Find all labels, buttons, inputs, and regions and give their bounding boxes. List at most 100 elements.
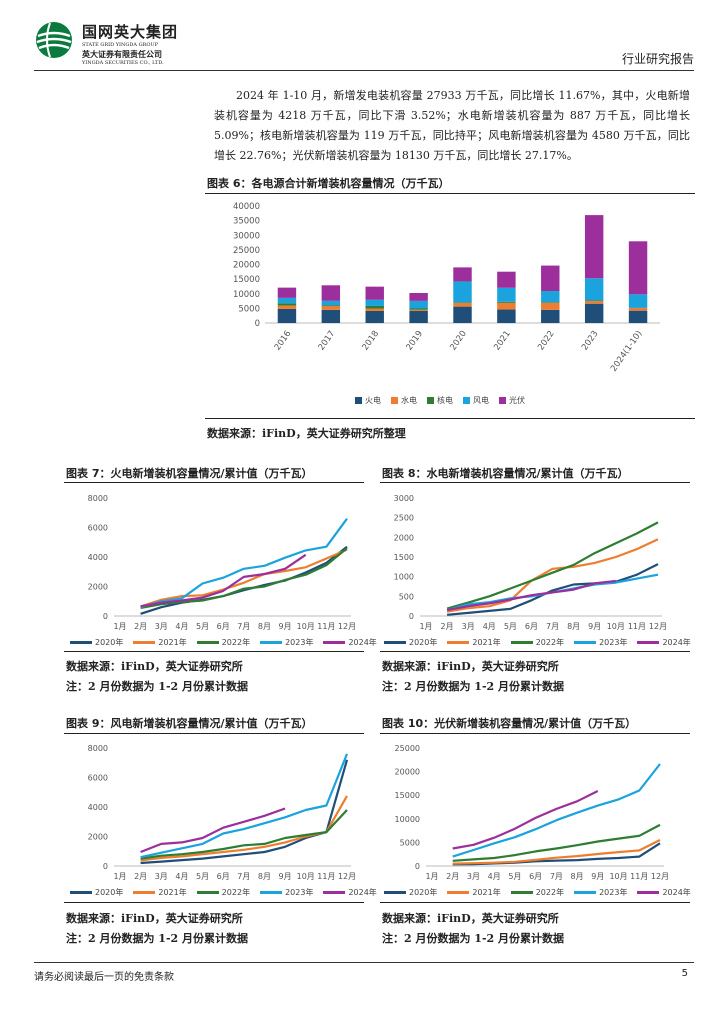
fig7-legend-item: 2023年: [260, 637, 313, 648]
fig6-bar-2021-水电: [497, 302, 516, 310]
fig6-bar-2022-光伏: [541, 265, 560, 292]
fig6-bottom-rule: [205, 418, 695, 419]
fig10-legend: 2020年 2021年 2022年 2023年 2024年: [384, 887, 701, 898]
fig8-legend-item: 2022年: [510, 637, 564, 648]
fig10-xtick: 2月: [446, 872, 459, 881]
fig8-xtick: 4月: [483, 622, 496, 631]
fig7-legend-item: 2024年: [323, 637, 377, 648]
fig9-xtick: 12月: [338, 872, 356, 881]
fig7-line-2024年: [140, 553, 307, 608]
subsidiary-name-en: YINGDA SECURITIES CO., LTD.: [82, 60, 164, 66]
fig6-ytick: 40000: [233, 202, 260, 212]
fig7-ytick: 2000: [88, 583, 108, 592]
fig6-xtick: 2017: [317, 329, 338, 352]
fig9-ytick: 6000: [88, 774, 108, 783]
fig7-line-2021年: [140, 548, 348, 608]
fig6-xtick: 2020: [448, 329, 469, 352]
fig7-ytick: 0: [103, 612, 108, 621]
fig9-line-2024年: [140, 807, 286, 854]
fig10-xtick: 11月: [630, 872, 648, 881]
fig9-legend-item: 2023年: [260, 887, 313, 898]
fig8-ytick: 1000: [394, 573, 414, 582]
fig7-bottom-rule: [64, 651, 364, 652]
fig7-xtick: 10月: [297, 622, 315, 631]
fig6-bar-2022-风电: [541, 291, 560, 303]
fig6-bar-2021-风电: [497, 287, 516, 302]
body-paragraph: 2024 年 1-10 月，新增发电装机容量 27933 万千瓦，同比增长 11…: [214, 89, 690, 162]
fig6-bar-2023-风电: [584, 278, 604, 301]
fig9-xtick: 5月: [196, 872, 209, 881]
fig7-legend-item: 2020年: [70, 637, 123, 648]
fig9-legend-item: 2021年: [133, 887, 187, 898]
fig6-ytick: 0: [255, 319, 260, 329]
fig9-ytick: 2000: [88, 833, 108, 842]
fig9-bottom-rule: [64, 902, 364, 903]
fig8-legend: 2020年 2021年 2022年 2023年 2024年: [384, 637, 701, 648]
fig6-xtick: 2019: [404, 329, 425, 352]
fig8-legend-item: 2020年: [384, 637, 437, 648]
fig9-source: 数据来源：iFinD，英大证券研究所: [66, 912, 243, 925]
fig6-ytick: 30000: [233, 231, 260, 241]
fig7-line-2023年: [140, 518, 348, 609]
fig7-source: 数据来源：iFinD，英大证券研究所: [66, 660, 243, 673]
fig10-xtick: 7月: [550, 872, 563, 881]
fig7-ytick: 6000: [88, 524, 108, 533]
fig6-bar-2017-火电: [321, 309, 341, 323]
fig6-bar-2023-光伏: [584, 215, 604, 279]
fig8-note: 注：2 月份数据为 1-2 月份累计数据: [382, 680, 565, 693]
legend-wind: 风电: [463, 395, 489, 406]
fig6-bar-2017-光伏: [321, 285, 341, 301]
fig8-chart: 0 500 1000 1500 2000 2500 3000 1月 2月 3月 4月 5月 6月 7月 8月…: [394, 494, 667, 631]
fig7-xtick: 6月: [217, 622, 230, 631]
fig10-xtick: 5月: [508, 872, 521, 881]
fig8-xtick: 1月: [419, 622, 432, 631]
fig6-bar-2022-水电: [541, 302, 560, 310]
fig8-line-2021年: [446, 538, 659, 613]
fig7-note: 注：2 月份数据为 1-2 月份累计数据: [66, 680, 249, 693]
fig6-bar-2016-核电: [277, 303, 297, 306]
fig6-legend: 火电 水电 核电 风电 光伏: [355, 395, 535, 406]
fig10-title-rule: [380, 733, 690, 734]
fig7-ytick: 8000: [88, 494, 108, 503]
globe-logo-icon: [36, 22, 72, 58]
fig6-bar-2021-火电: [497, 309, 516, 323]
header-divider: [34, 70, 694, 71]
fig6-bar-2018-光伏: [365, 286, 384, 300]
fig10-legend-item: 2024年: [637, 887, 691, 898]
fig7-line-2020年: [140, 545, 348, 615]
fig10-line-2022年: [452, 823, 661, 862]
fig9-xtick: 10月: [297, 872, 315, 881]
footer-divider: [34, 962, 694, 963]
fig6-bar-2019-水电: [409, 309, 428, 312]
fig6-bar-2021-核电: [497, 301, 516, 303]
fig8-xtick: 2月: [441, 622, 454, 631]
fig6-bar-2023-水电: [584, 300, 604, 304]
fig9-line-2020年: [140, 759, 349, 865]
fig6-title: 图表 6：各电源合计新增装机容量情况（万千瓦）: [207, 177, 450, 190]
fig9-legend-item: 2022年: [196, 887, 250, 898]
fig7-title-rule: [64, 482, 364, 483]
fig8-ytick: 2500: [394, 514, 414, 523]
fig9-xtick: 7月: [237, 872, 250, 881]
fig10-note: 注：2 月份数据为 1-2 月份累计数据: [382, 932, 565, 945]
company-name-cn: 国网英大集团: [82, 23, 179, 41]
fig8-xtick: 6月: [525, 622, 538, 631]
fig8-legend-item: 2021年: [447, 637, 501, 648]
fig7-legend: 2020年 2021年 2022年 2023年 2024年: [70, 637, 387, 648]
legend-thermal: 火电: [355, 395, 381, 406]
fig6-bar-2017-水电: [321, 306, 341, 310]
fig9-ytick: 4000: [88, 803, 108, 812]
fig8-line-2020年: [447, 563, 659, 616]
fig8-legend-item: 2024年: [637, 637, 691, 648]
fig7-legend-item: 2022年: [196, 637, 250, 648]
fig6-bar-2024(1-10)-光伏: [628, 241, 648, 295]
fig10-legend-item: 2022年: [510, 887, 564, 898]
fig6-ytick: 10000: [233, 290, 260, 300]
fig10-xtick: 3月: [467, 872, 480, 881]
fig6-xtick: 2024(1-10): [609, 329, 644, 374]
fig8-ytick: 2000: [394, 533, 414, 542]
fig9-ytick: 0: [103, 862, 108, 871]
fig6-bar-2020-风电: [453, 281, 472, 303]
fig7-xtick: 8月: [258, 622, 271, 631]
fig6-bar-2022-火电: [541, 309, 560, 323]
